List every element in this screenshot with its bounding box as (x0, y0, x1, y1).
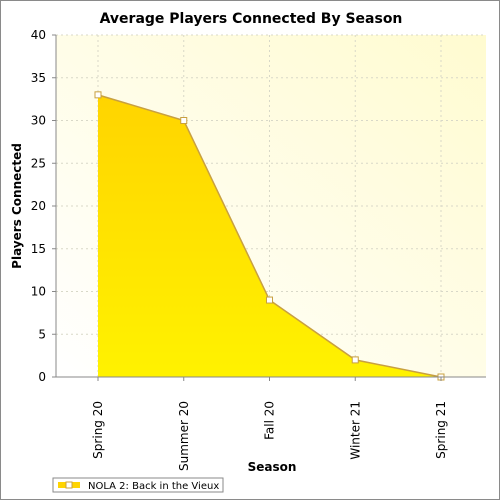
x-tick-labels: Spring 20 Summer 20 Fall 20 Winter 21 Spring… (91, 401, 448, 471)
legend-entry: NOLA 2: Back in the Vieux (88, 481, 219, 492)
x-tick-label: Fall 20 (263, 401, 277, 440)
x-tick-label: Winter 21 (348, 401, 362, 460)
area-fill (98, 94, 441, 377)
x-axis-label: Season (248, 460, 297, 474)
y-tick-label: 10 (31, 285, 46, 299)
data-point (94, 91, 102, 99)
y-tick-label: 15 (31, 242, 46, 256)
y-tick-labels: 0 5 10 15 20 25 30 35 40 (31, 28, 46, 384)
x-tick-label: Spring 21 (434, 401, 448, 459)
x-tick-label: Spring 20 (91, 401, 105, 459)
y-tick-label: 30 (31, 114, 46, 128)
y-tick-label: 5 (38, 327, 46, 341)
legend-marker (65, 481, 73, 489)
y-tick-label: 25 (31, 156, 46, 170)
x-tick-label: Summer 20 (177, 401, 191, 471)
y-tick-label: 0 (38, 370, 46, 384)
y-tick-label: 35 (31, 71, 46, 85)
y-tick-label: 40 (31, 28, 46, 42)
legend: NOLA 2: Back in the Vieux (52, 477, 224, 493)
chart-title: Average Players Connected By Season (100, 11, 403, 27)
data-point (180, 117, 188, 124)
data-point (351, 356, 359, 364)
y-axis-label: Players Connected (10, 143, 24, 269)
y-tick-label: 20 (31, 199, 46, 213)
legend-box (52, 477, 224, 493)
axes (52, 34, 486, 381)
data-point (266, 296, 273, 304)
